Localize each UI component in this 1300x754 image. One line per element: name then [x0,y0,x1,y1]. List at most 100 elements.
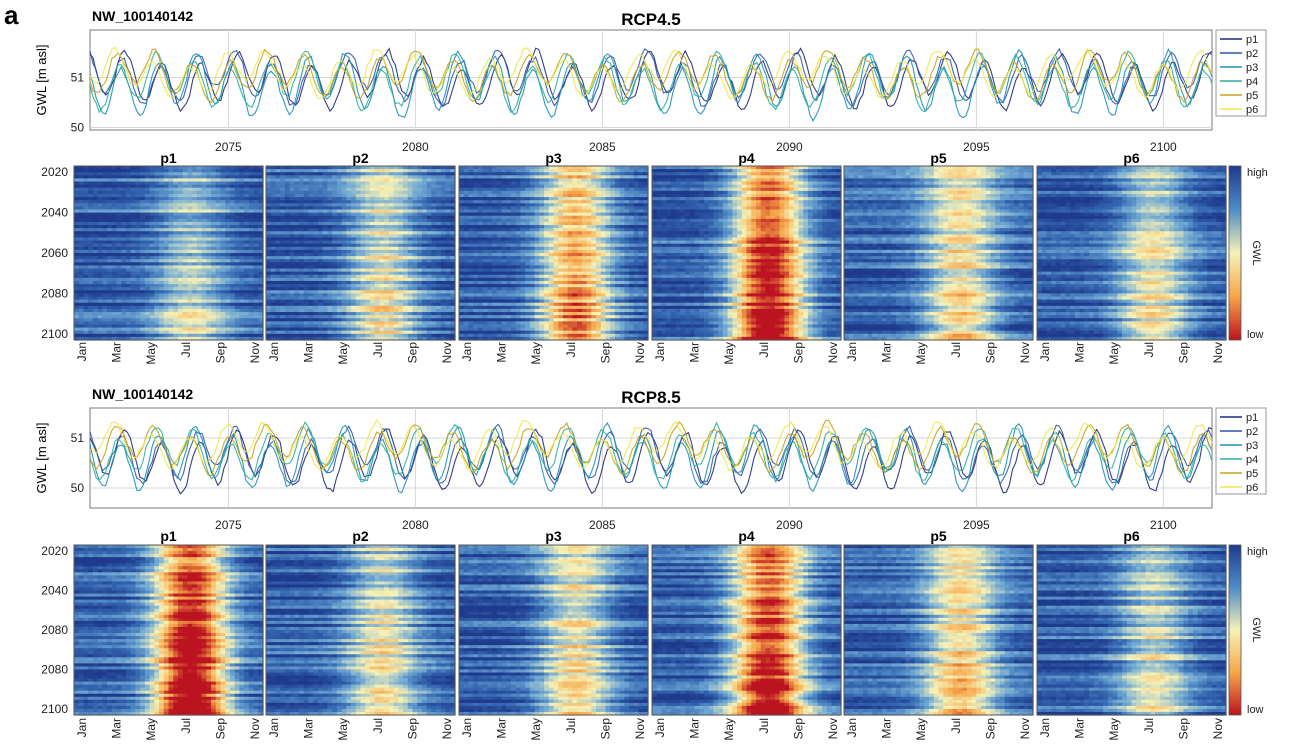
heat-cell [125,172,132,176]
heat-cell [299,225,305,229]
heat-cell [258,330,264,335]
heat-cell [187,262,193,267]
heat-cell [248,271,255,276]
heat-cell [360,178,366,183]
heat-cell [74,262,80,267]
heat-cell [379,234,385,239]
heat-cell [107,187,113,192]
heat-cell [125,336,132,341]
heat-cell [327,184,333,189]
heat-cell [407,203,414,207]
heat-cell [332,166,338,170]
heat-cell [327,169,333,173]
heat-cell [168,299,174,304]
heat-cell [149,327,155,332]
heat-cell [450,200,456,204]
legend-label-p2: p2 [1246,48,1258,60]
heat-cell [270,231,277,235]
heat-cell [369,228,376,232]
heat-cell [412,200,418,204]
heat-cell [234,280,240,285]
heat-cell [140,302,146,307]
heat-cell [88,321,94,326]
heat-cell [417,243,423,248]
heat-cell [450,228,456,232]
heat-cell [308,218,314,223]
heat-cell [253,299,259,304]
heat-cell [102,172,108,176]
heat-cell [140,330,146,335]
heat-cell [97,234,103,239]
heat-cell [234,315,240,319]
heat-cell [102,318,108,322]
heat-cell [154,209,160,214]
heat-cell [111,225,118,229]
heat-cell [159,259,165,263]
heat-cell [317,240,324,245]
heat-cell [154,193,160,198]
heat-cell [121,302,127,307]
heat-cell [211,330,217,335]
heat-cell [431,178,437,183]
heat-cell [173,265,179,270]
heat-cell [215,327,222,332]
heat-cell [88,187,94,192]
heat-cell [379,175,385,180]
heat-cell [107,228,113,232]
heat-cell [355,184,362,189]
heat-cell [258,203,264,207]
heat-cell [266,215,272,220]
heat-cell [149,262,155,267]
heat-cell [239,277,245,282]
heat-cell [351,209,357,214]
heat-cell [365,231,371,235]
heat-cell [177,277,184,282]
heat-cell [163,302,170,307]
heat-cell [187,271,193,276]
heat-cell [177,215,184,220]
heat-cell [74,249,80,254]
heat-cell [275,234,281,239]
heat-cell [440,243,447,248]
heat-cell [116,225,122,229]
heat-cell [92,312,99,316]
heat-cell [234,293,240,298]
heat-cell [384,221,390,226]
heat-cell [107,290,113,294]
well-id-label: NW_100140142 [92,8,193,24]
heat-cell [322,231,329,235]
heat-cell [436,215,442,220]
heat-cell [102,305,108,310]
heat-cell [239,274,245,279]
heat-cell [450,175,456,180]
heat-cell [211,287,217,291]
heat-cell [299,231,305,235]
heat-cell [182,246,188,251]
heat-cell [140,246,146,251]
heat-cell [266,178,272,183]
heat-cell [211,274,217,279]
heat-cell [346,203,352,207]
heat-cell [107,237,113,242]
heat-cell [196,166,203,170]
heat-cell [192,200,198,204]
heat-cell [196,268,203,273]
heat-cell [107,166,113,170]
heat-cell [78,184,85,189]
heat-cell [417,166,423,170]
heat-cell [192,324,198,329]
heat-cell [289,200,295,204]
heat-cell [412,221,418,226]
heat-cell [163,271,170,276]
heat-cell [92,253,99,257]
heat-cell [192,262,198,267]
heat-cell [225,265,231,270]
heat-cell [225,315,231,319]
heat-cell [140,312,146,316]
heat-cell [201,296,207,301]
heat-cell [135,315,141,319]
heat-cell [187,336,193,341]
heat-cell [253,240,259,245]
heat-cell [163,187,170,192]
